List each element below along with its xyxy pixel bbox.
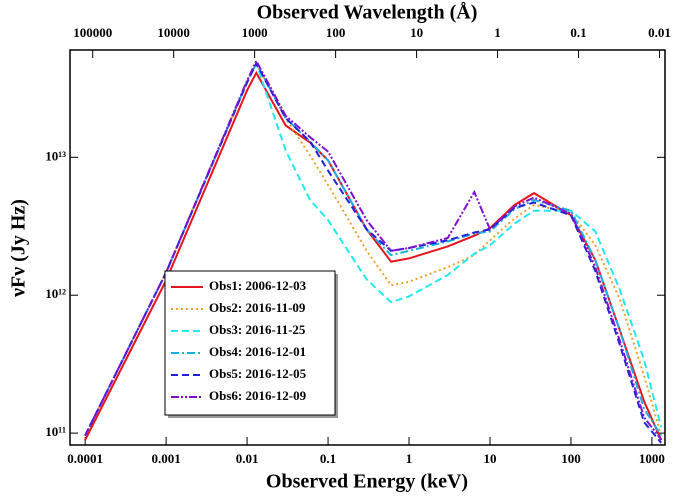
x-tick-label: 0.001: [151, 451, 180, 466]
legend-label: Obs3: 2016-11-25: [209, 322, 306, 337]
x2-tick-label: 0.1: [570, 25, 586, 40]
x-tick-label: 10: [483, 451, 496, 466]
plot-frame: [69, 49, 666, 446]
legend-label: Obs6: 2016-12-09: [209, 388, 307, 403]
legend-label: Obs4: 2016-12-01: [209, 344, 306, 359]
legend-box: [164, 270, 336, 416]
x2-tick-label: 1: [494, 25, 501, 40]
legend-label: Obs1: 2006-12-03: [209, 278, 307, 293]
series-line: [84, 60, 663, 437]
y-tick-label: 10¹³: [45, 148, 66, 163]
series-line: [84, 58, 662, 441]
x-tick-label: 1: [406, 451, 413, 466]
x2-tick-label: 10000: [157, 25, 190, 40]
x2-tick-label: 1000: [242, 25, 268, 40]
y-tick-label: 10¹²: [45, 286, 66, 301]
x2-tick-label: 0.01: [648, 25, 671, 40]
legend-label: Obs5: 2016-12-05: [209, 366, 307, 381]
x2-tick-label: 10: [410, 25, 423, 40]
series-line: [84, 61, 662, 444]
x-tick-label: 0.0001: [67, 451, 103, 466]
x-axis-title: Observed Energy (keV): [266, 471, 468, 493]
x2-tick-label: 100: [326, 25, 346, 40]
x-tick-label: 100: [561, 451, 581, 466]
y-tick-label: 10¹¹: [45, 424, 66, 439]
x-tick-label: 0.01: [236, 451, 259, 466]
x2-tick-label: 100000: [73, 25, 112, 40]
x2-axis-title: Observed Wavelength (Å): [257, 1, 478, 24]
y-axis-title: νFν (Jy Hz): [8, 199, 30, 298]
x-tick-label: 1000: [639, 451, 665, 466]
x-tick-label: 0.1: [320, 451, 336, 466]
legend-label: Obs2: 2016-11-09: [209, 300, 306, 315]
